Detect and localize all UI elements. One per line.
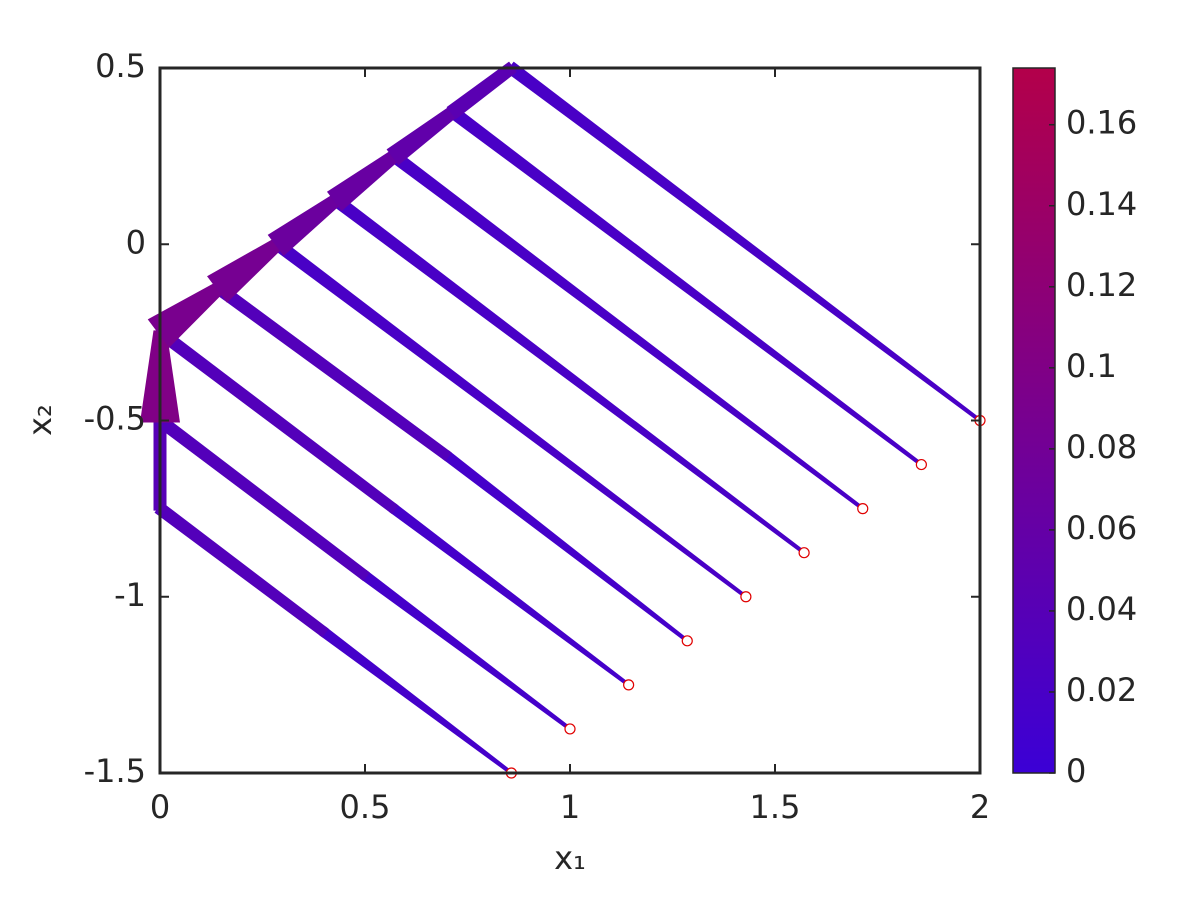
trajectory-segment [388,503,632,688]
start-marker [681,635,693,647]
trajectory-segment [442,450,691,644]
y-tick-label: -1 [114,576,146,614]
x-tick-label: 0 [150,788,170,826]
x-tick-label: 2 [970,788,990,826]
colorbar-tick-label: 0.16 [1066,104,1137,142]
trajectory-segment [271,237,749,600]
y-tick-label: 0.5 [95,47,146,85]
y-tick-label: 0 [126,223,146,261]
start-marker [564,723,576,735]
colorbar-tick-label: 0.02 [1066,671,1137,709]
trajectory-segment [213,281,452,462]
trajectory-segment [360,570,573,732]
start-marker [798,547,810,559]
plot-area [140,61,986,779]
trajectory-segment [326,149,400,212]
trajectory-segment [154,325,399,515]
trajectory-segment [505,61,983,424]
trajectory-segment [446,61,517,120]
trajectory-segment [154,502,329,638]
y-tick-label: -1.5 [84,752,146,790]
x-tick-label: 1 [560,788,580,826]
trajectory-segment [388,149,866,512]
trajectory-segment [267,193,342,257]
colorbar [1012,67,1056,774]
trajectory-segment [147,281,225,348]
trajectory-segment [207,237,283,303]
start-marker [915,458,927,471]
trajectory-segment [330,193,807,556]
y-axis-label: x₂ [21,404,59,436]
start-marker [740,591,752,603]
x-tick-label: 1.5 [750,788,801,826]
colorbar-tick-label: 0.08 [1066,428,1137,466]
colorbar-tick-label: 0.14 [1066,185,1137,223]
y-tick-label: -0.5 [84,400,146,438]
colorbar-tick-label: 0.12 [1066,266,1137,304]
colorbar-tick-label: 0.1 [1066,347,1117,385]
trajectory-segment [447,105,925,468]
trajectory-segment [154,414,370,582]
x-axis-label: x₁ [554,839,586,877]
start-marker [623,679,635,691]
colorbar-tick-label: 0.04 [1066,590,1137,628]
start-marker [857,503,869,515]
colorbar-tick-label: 0 [1066,752,1086,790]
trajectory-segment [319,626,515,776]
x-tick-label: 0.5 [340,788,391,826]
colorbar-tick-label: 0.06 [1066,509,1137,547]
trajectory-segment [386,105,459,166]
